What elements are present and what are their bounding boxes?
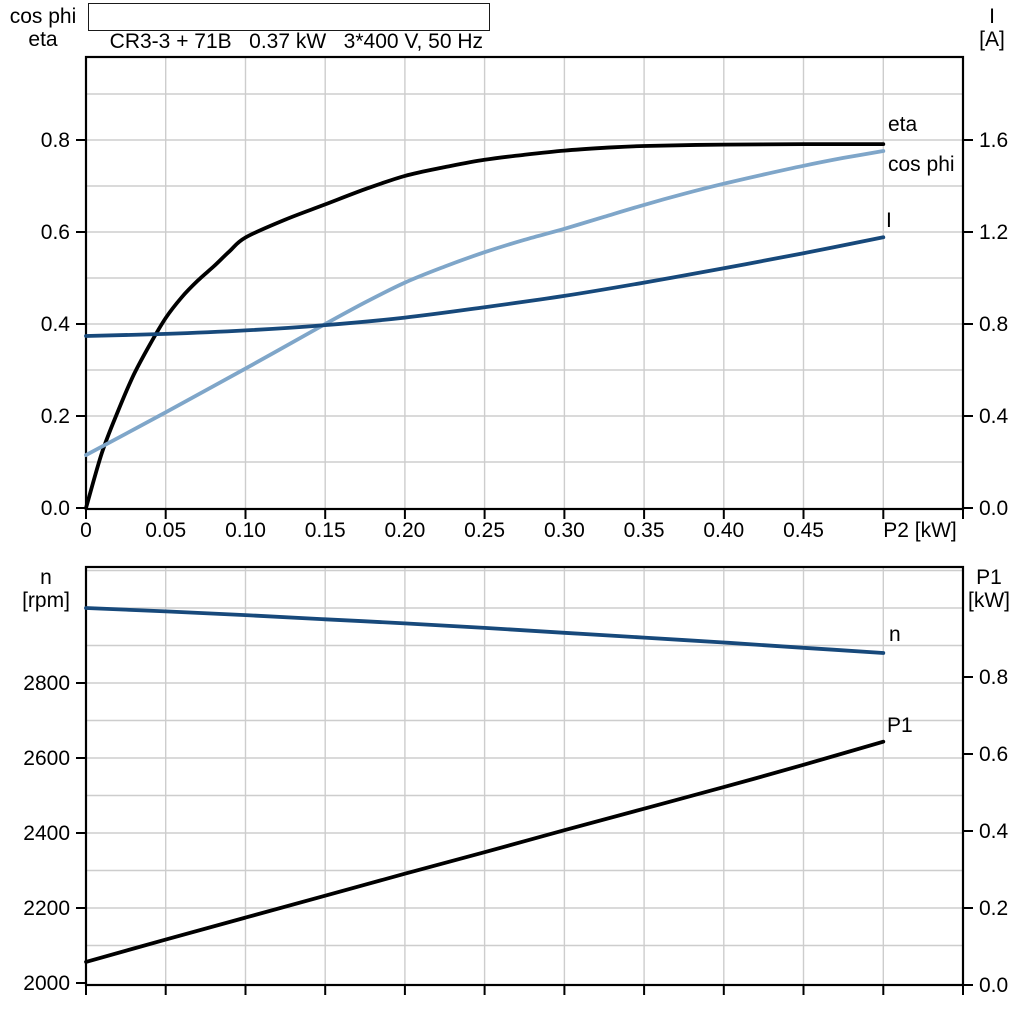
right-tick-label: 0.0 bbox=[979, 974, 1008, 997]
left-tick-label: 2800 bbox=[23, 672, 70, 695]
axis-header-current: I bbox=[989, 5, 995, 28]
axis-header-p1-unit: [kW] bbox=[968, 589, 1010, 612]
top-left-axis-header: cos phi eta bbox=[4, 5, 82, 51]
x-tick-label: 0.25 bbox=[464, 519, 505, 542]
x-tick-label: 0.40 bbox=[703, 519, 744, 542]
right-tick-label: 0.8 bbox=[979, 666, 1008, 689]
x-tick-label: 0.05 bbox=[145, 519, 186, 542]
left-tick-label: 2400 bbox=[23, 822, 70, 845]
x-tick-label: 0.45 bbox=[783, 519, 824, 542]
right-tick-label: 0.4 bbox=[979, 820, 1009, 843]
axis-header-current-unit: [A] bbox=[979, 28, 1005, 51]
x-tick-label: 0.35 bbox=[624, 519, 665, 542]
axis-header-eta: eta bbox=[28, 28, 58, 51]
series-label-cos-phi: cos phi bbox=[888, 153, 955, 176]
x-tick-label: 0.20 bbox=[384, 519, 425, 542]
left-tick-label: 0.4 bbox=[41, 313, 71, 336]
right-tick-label: 1.6 bbox=[979, 129, 1008, 152]
chart-0: 0 0.05 0.10 0.15 0.20 0.25 0.30 0.35 0.40 0.45 P2 … bbox=[41, 55, 1009, 542]
pump-title-text: CR3-3 + 71B 0.37 kW 3*400 V, 50 Hz bbox=[109, 30, 484, 53]
plot-frame bbox=[84, 565, 965, 987]
series-label-eta: eta bbox=[888, 113, 918, 136]
left-tick-label: 2600 bbox=[23, 747, 70, 770]
series-P1-curve bbox=[84, 739, 886, 964]
chart-1: 2000 2200 2400 2600 2800 0.0 0.2 0.4 0.6 0.8 n P1 bbox=[23, 565, 1009, 997]
series-I-curve bbox=[84, 235, 886, 338]
left-tick-label: 0.2 bbox=[41, 405, 70, 428]
axis-header-speed: n bbox=[40, 566, 52, 589]
axis-header-cos-phi: cos phi bbox=[9, 5, 77, 28]
left-tick-label: 0.6 bbox=[41, 221, 70, 244]
series-label-I: I bbox=[886, 209, 892, 232]
series-n-curve bbox=[84, 606, 886, 655]
left-tick-label: 2000 bbox=[23, 972, 70, 995]
right-tick-label: 0.4 bbox=[979, 405, 1009, 428]
right-tick-label: 0.8 bbox=[979, 313, 1008, 336]
left-tick-label: 0.0 bbox=[41, 497, 70, 520]
right-tick-label: 0.6 bbox=[979, 743, 1008, 766]
right-tick-label: 0.2 bbox=[979, 897, 1008, 920]
right-tick-label: 1.2 bbox=[979, 221, 1008, 244]
series-label-n: n bbox=[889, 623, 901, 646]
pump-title-box: CR3-3 + 71B 0.37 kW 3*400 V, 50 Hz bbox=[88, 3, 490, 53]
top-right-axis-header: I [A] bbox=[962, 5, 1022, 51]
left-tick-label: 2200 bbox=[23, 897, 70, 920]
right-tick-label: 0.0 bbox=[979, 497, 1008, 520]
x-tick-label: 0.15 bbox=[305, 519, 346, 542]
plot-frame bbox=[84, 55, 965, 511]
bottom-right-axis-header: P1 [kW] bbox=[956, 566, 1022, 612]
series-eta-curve bbox=[84, 142, 886, 510]
x-tick-label: 0.10 bbox=[225, 519, 266, 542]
bottom-left-axis-header: n [rpm] bbox=[7, 566, 85, 612]
x-tick-label: 0 bbox=[80, 519, 92, 542]
x-tick-label: 0.30 bbox=[544, 519, 585, 542]
axis-header-p1: P1 bbox=[976, 566, 1002, 589]
series-cos-phi-curve bbox=[84, 149, 886, 457]
axis-header-speed-unit: [rpm] bbox=[22, 589, 70, 612]
left-tick-label: 0.8 bbox=[41, 129, 70, 152]
series-label-P1: P1 bbox=[887, 714, 913, 737]
x-axis-label: P2 [kW] bbox=[883, 519, 957, 542]
